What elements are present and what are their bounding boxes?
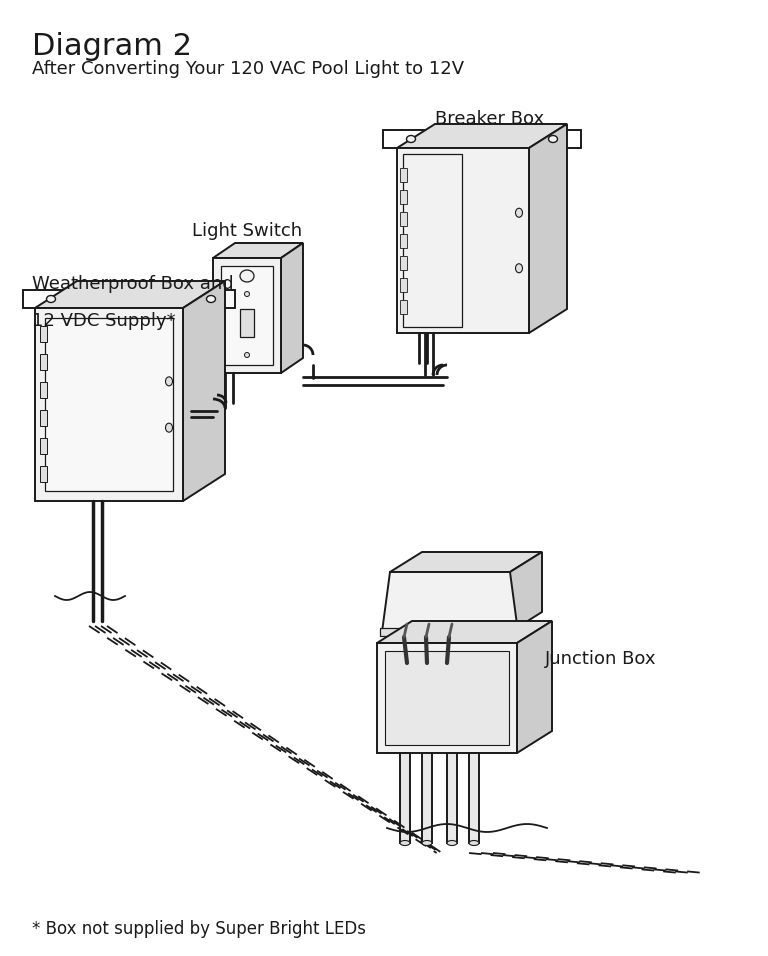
Text: * Box not supplied by Super Bright LEDs: * Box not supplied by Super Bright LEDs <box>32 920 366 938</box>
Ellipse shape <box>548 136 558 142</box>
Polygon shape <box>382 572 518 632</box>
Ellipse shape <box>244 353 250 358</box>
Text: Diagram 2: Diagram 2 <box>32 32 192 61</box>
Polygon shape <box>397 124 567 148</box>
Polygon shape <box>529 124 567 333</box>
FancyBboxPatch shape <box>400 300 407 314</box>
Polygon shape <box>390 552 542 572</box>
Ellipse shape <box>422 840 432 845</box>
Ellipse shape <box>515 208 522 217</box>
FancyBboxPatch shape <box>221 266 273 365</box>
Polygon shape <box>281 243 303 373</box>
Ellipse shape <box>240 270 254 282</box>
FancyBboxPatch shape <box>400 212 407 226</box>
Ellipse shape <box>244 292 250 296</box>
FancyBboxPatch shape <box>40 410 47 426</box>
FancyBboxPatch shape <box>213 258 281 373</box>
FancyBboxPatch shape <box>422 753 432 843</box>
Text: 12 VDC Supply*: 12 VDC Supply* <box>32 312 176 330</box>
FancyBboxPatch shape <box>400 190 407 204</box>
FancyBboxPatch shape <box>40 466 47 482</box>
Ellipse shape <box>447 840 457 845</box>
FancyBboxPatch shape <box>40 354 47 370</box>
Text: Weatherproof Box and: Weatherproof Box and <box>32 275 233 293</box>
FancyBboxPatch shape <box>385 651 509 745</box>
FancyBboxPatch shape <box>240 309 254 337</box>
FancyBboxPatch shape <box>397 148 529 333</box>
FancyBboxPatch shape <box>400 753 410 843</box>
Polygon shape <box>517 621 552 753</box>
FancyBboxPatch shape <box>40 438 47 454</box>
Ellipse shape <box>406 136 415 142</box>
FancyBboxPatch shape <box>400 168 407 182</box>
FancyBboxPatch shape <box>469 753 479 843</box>
FancyBboxPatch shape <box>35 308 183 501</box>
Text: Junction Box: Junction Box <box>545 650 657 668</box>
FancyBboxPatch shape <box>380 628 520 636</box>
Ellipse shape <box>165 377 173 386</box>
FancyBboxPatch shape <box>377 643 517 753</box>
Text: After Converting Your 120 VAC Pool Light to 12V: After Converting Your 120 VAC Pool Light… <box>32 60 464 78</box>
FancyBboxPatch shape <box>45 318 173 491</box>
FancyBboxPatch shape <box>40 326 47 342</box>
FancyBboxPatch shape <box>400 256 407 270</box>
Ellipse shape <box>47 295 55 302</box>
Polygon shape <box>35 281 225 308</box>
Ellipse shape <box>515 264 522 272</box>
Text: Breaker Box: Breaker Box <box>435 110 545 128</box>
Polygon shape <box>377 621 552 643</box>
FancyBboxPatch shape <box>400 234 407 248</box>
Polygon shape <box>213 243 303 258</box>
Ellipse shape <box>469 840 479 845</box>
Polygon shape <box>183 281 225 501</box>
Ellipse shape <box>207 295 216 302</box>
FancyBboxPatch shape <box>400 278 407 292</box>
Ellipse shape <box>400 840 410 845</box>
Text: Light Switch: Light Switch <box>192 222 302 240</box>
Polygon shape <box>510 552 542 632</box>
Ellipse shape <box>165 424 173 432</box>
FancyBboxPatch shape <box>447 753 457 843</box>
FancyBboxPatch shape <box>403 154 462 327</box>
FancyBboxPatch shape <box>40 382 47 398</box>
